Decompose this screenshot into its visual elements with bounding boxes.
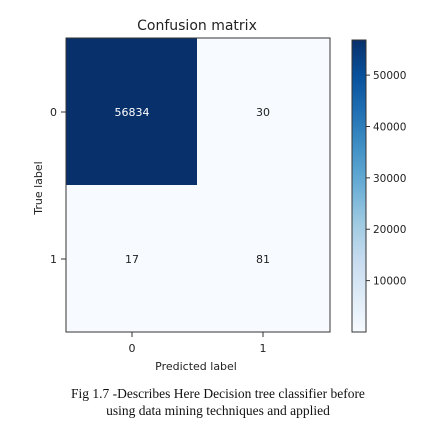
cell-value-label: 30 [256, 106, 270, 119]
colorbar [351, 39, 367, 333]
cell-value-label: 56834 [115, 106, 150, 119]
axis-ticks: 0 1 0 1 [50, 106, 267, 355]
figure-caption: Fig 1.7 -Describes Here Decision tree cl… [0, 385, 436, 419]
chart-title: Confusion matrix [137, 18, 257, 34]
x-tick-label: 0 [129, 342, 136, 355]
y-tick-label: 0 [50, 106, 57, 119]
heatmap-cells: 56834 30 17 81 [66, 38, 329, 332]
y-axis-label: True label [32, 161, 45, 215]
heatmap-cell [197, 38, 329, 186]
x-axis-label: Predicted label [155, 360, 237, 373]
colorbar-tick-label: 50000 [373, 70, 406, 82]
caption-line-2: using data mining techniques and applied [106, 403, 330, 418]
x-tick-label: 1 [260, 342, 267, 355]
cell-value-label: 17 [125, 253, 139, 266]
colorbar-ticks: 10000 20000 30000 40000 50000 [366, 70, 406, 288]
colorbar-tick-label: 10000 [373, 276, 406, 288]
heatmap-cell [66, 185, 198, 332]
heatmap-cell [197, 185, 329, 332]
caption-line-1: Fig 1.7 -Describes Here Decision tree cl… [71, 386, 365, 401]
colorbar-tick-label: 20000 [373, 224, 406, 236]
y-tick-label: 1 [50, 253, 57, 266]
colorbar-tick-label: 30000 [373, 173, 406, 185]
heatmap-cell [66, 38, 198, 186]
plot-frame [65, 37, 331, 333]
cell-value-label: 81 [256, 253, 270, 266]
colorbar-tick-label: 40000 [373, 121, 406, 133]
